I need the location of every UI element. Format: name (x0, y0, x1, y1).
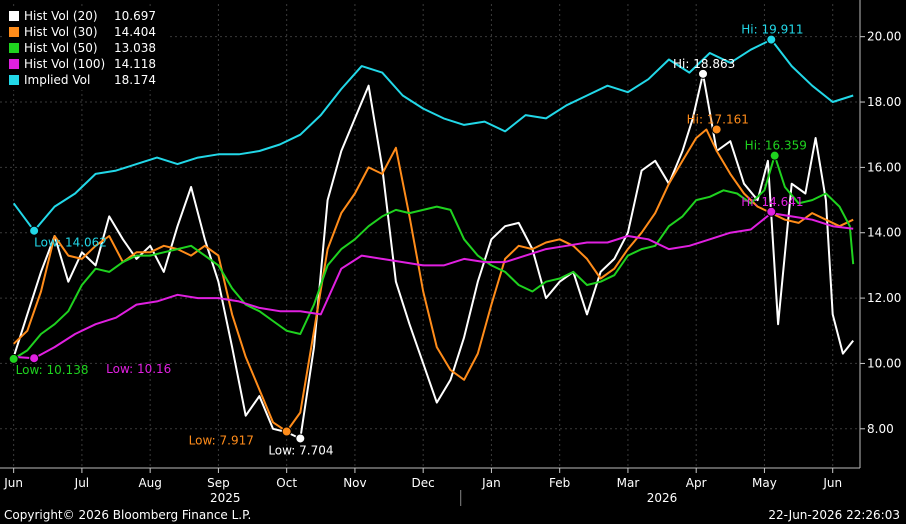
extreme-label: Low: 10.138 (16, 363, 89, 377)
y-tick-label: 14.00 (867, 226, 901, 240)
legend-series-name: Hist Vol (50) (24, 41, 98, 55)
y-tick-label: 20.00 (867, 30, 901, 44)
x-tick-label: Sep (207, 476, 230, 490)
x-tick-label: Jan (481, 476, 501, 490)
grid (0, 4, 860, 468)
extreme-label: Low: 7.704 (268, 443, 333, 457)
legend-series-name: Hist Vol (20) (24, 9, 98, 23)
year-label: 2025 (210, 491, 241, 505)
legend-last-value: 14.404 (114, 25, 156, 39)
x-tick-label: Mar (617, 476, 640, 490)
legend: Hist Vol (20) 10.697 Hist Vol (30) 14.404 Hi… (4, 6, 170, 90)
legend-series-name: Hist Vol (100) (24, 57, 106, 71)
legend-last-value: 10.697 (114, 9, 156, 23)
x-tick-label: Feb (549, 476, 570, 490)
y-tick-label: 12.00 (867, 291, 901, 305)
series-line (12, 38, 854, 232)
extreme-label: Hi: 17.161 (687, 112, 749, 126)
legend-last-value: 13.038 (114, 41, 156, 55)
legend-entry: Hist Vol (50) 13.038 (8, 40, 164, 56)
legend-entry: Hist Vol (30) 14.404 (8, 24, 164, 40)
y-tick-label: 10.00 (867, 356, 901, 370)
hi-low-markers: Hi: 18.863 Low: 7.704 Hi: 17.161 Low: 7.917… (8, 23, 807, 457)
x-tick-label: Aug (138, 476, 161, 490)
legend-swatch (8, 10, 20, 22)
copyright-text: Copyright© 2026 Bloomberg Finance L.P. (4, 508, 252, 522)
y-tick-label: 18.00 (867, 95, 901, 109)
extreme-label: Low: 10.16 (106, 362, 171, 376)
extreme-marker (766, 206, 777, 217)
extreme-label: Low: 7.917 (189, 434, 254, 448)
extreme-label: Hi: 14.641 (741, 195, 803, 209)
legend-swatch (8, 26, 20, 38)
extreme-marker (769, 150, 780, 161)
legend-series-name: Implied Vol (24, 73, 91, 87)
series-lines (12, 38, 855, 440)
series-line (13, 128, 854, 433)
axes: 8.00 10.00 12.00 14.00 16.00 18.00 20.00 Jun Jul… (0, 0, 901, 506)
x-tick-label: Jun (822, 476, 842, 490)
legend-swatch (8, 42, 20, 54)
extreme-marker (29, 353, 40, 364)
x-tick-label: Jul (74, 476, 89, 490)
x-tick-label: Jun (3, 476, 23, 490)
x-tick-label: Apr (686, 476, 707, 490)
series-line (13, 154, 855, 360)
extreme-marker (281, 426, 292, 437)
extreme-label: Low: 14.062 (34, 236, 107, 250)
extreme-marker (711, 124, 722, 135)
extreme-marker (766, 34, 777, 45)
series-line (13, 212, 854, 360)
legend-entry: Hist Vol (20) 10.697 (8, 8, 164, 24)
extreme-marker (698, 68, 709, 79)
extreme-marker (8, 353, 19, 364)
extreme-label: Hi: 18.863 (673, 57, 735, 71)
legend-entry: Implied Vol 18.174 (8, 72, 164, 88)
x-tick-label: Nov (343, 476, 366, 490)
extreme-label: Hi: 19.911 (741, 23, 803, 37)
extreme-marker (29, 225, 40, 236)
extreme-label: Hi: 16.359 (745, 139, 807, 153)
legend-last-value: 18.174 (114, 73, 156, 87)
year-label: 2026 (647, 491, 678, 505)
legend-swatch (8, 74, 20, 86)
x-tick-label: Dec (412, 476, 435, 490)
legend-entry: Hist Vol (100) 14.118 (8, 56, 164, 72)
legend-swatch (8, 58, 20, 70)
y-tick-label: 8.00 (867, 422, 894, 436)
timestamp-text: 22-Jun-2026 22:26:03 (768, 508, 900, 522)
y-tick-label: 16.00 (867, 160, 901, 174)
x-tick-label: Oct (276, 476, 297, 490)
legend-series-name: Hist Vol (30) (24, 25, 98, 39)
legend-last-value: 14.118 (114, 57, 156, 71)
series-line (12, 72, 854, 440)
x-tick-label: May (752, 476, 777, 490)
extreme-marker (295, 433, 306, 444)
